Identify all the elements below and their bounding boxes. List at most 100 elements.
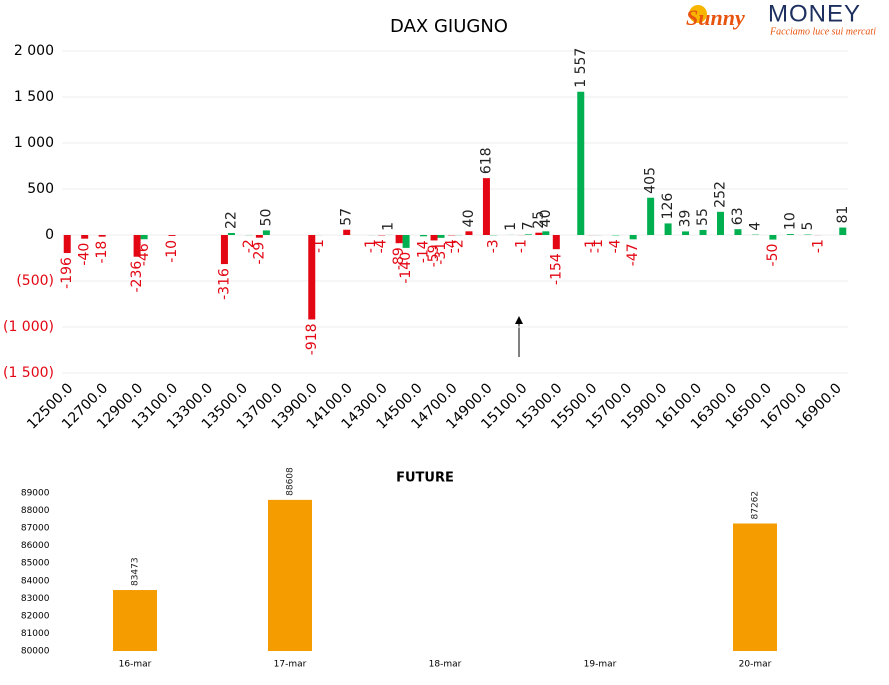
bar — [430, 235, 438, 241]
y-tick-label: 84000 — [21, 576, 50, 586]
y-tick-label: 87000 — [21, 524, 50, 534]
data-label: -140 — [398, 252, 414, 284]
y-tick-label: 82000 — [21, 611, 50, 621]
bar — [133, 235, 141, 257]
data-label: -89 — [391, 247, 407, 270]
data-label: 39 — [678, 210, 694, 228]
bar — [733, 523, 777, 651]
data-label: 55 — [695, 208, 711, 226]
y-tick-label: 85000 — [21, 559, 50, 569]
data-label: 57 — [339, 208, 355, 226]
bar — [420, 235, 428, 237]
bar — [308, 235, 316, 320]
data-label: -1 — [583, 239, 599, 253]
data-label: 1 — [503, 222, 519, 231]
bar — [734, 229, 742, 235]
bar — [402, 235, 410, 248]
data-label: -46 — [136, 243, 152, 266]
data-label: -59 — [426, 244, 442, 267]
data-label: 63 — [730, 207, 746, 225]
data-label: -29 — [251, 242, 267, 265]
data-label: -2 — [451, 239, 467, 253]
y-tick-label: 86000 — [21, 541, 50, 551]
data-label: -40 — [77, 243, 93, 266]
bar — [482, 178, 490, 235]
data-label: 40 — [461, 209, 477, 227]
y-tick-label: 83000 — [21, 594, 50, 604]
y-tick-label: 1 500 — [14, 89, 54, 105]
data-label: -154 — [548, 253, 564, 285]
y-tick-label: (1 000) — [3, 319, 54, 335]
y-tick-label: 1 000 — [14, 135, 54, 151]
data-label: -4 — [374, 239, 390, 253]
data-label: 126 — [660, 193, 676, 220]
logo-tagline: Facciamo luce sui mercati — [769, 26, 876, 37]
bar — [629, 235, 637, 240]
data-label: 40 — [538, 209, 554, 227]
data-label: -14 — [416, 240, 432, 263]
bar — [395, 235, 403, 244]
y-tick-label: 88000 — [21, 506, 50, 516]
logo-brand: Sunny — [686, 5, 745, 30]
bar — [535, 232, 543, 235]
data-label: -1 — [311, 239, 327, 253]
y-tick-label: 2 000 — [14, 43, 54, 59]
y-tick-label: 81000 — [21, 629, 50, 639]
bar — [524, 234, 532, 235]
data-label: 81 — [835, 206, 851, 224]
data-label: 618 — [478, 147, 494, 174]
logo: Sunny MONEY Facciamo luce sui mercati — [686, 0, 876, 37]
bar — [769, 235, 777, 240]
data-label: 405 — [643, 167, 659, 194]
bar — [113, 590, 157, 651]
y-tick-label: 89000 — [21, 489, 50, 499]
bar — [682, 231, 690, 235]
data-label: 252 — [713, 181, 729, 208]
bar — [140, 235, 148, 240]
data-label: 5 — [800, 222, 816, 231]
bar — [577, 91, 585, 235]
data-label: -196 — [59, 257, 75, 289]
bar — [63, 235, 71, 254]
bar — [552, 235, 560, 250]
x-tick-label: 20-mar — [739, 660, 772, 670]
x-tick-label: 16-mar — [119, 660, 152, 670]
data-label: 87262 — [751, 491, 761, 520]
logo-sun — [689, 5, 707, 23]
bar — [255, 235, 263, 238]
data-label: -236 — [129, 261, 145, 293]
data-label: 25 — [531, 211, 547, 229]
data-label: 88608 — [286, 467, 296, 496]
data-label: -3 — [485, 239, 501, 253]
data-label: 83473 — [131, 557, 141, 586]
bar — [220, 235, 228, 265]
bar — [647, 197, 655, 235]
data-label: 50 — [258, 209, 274, 227]
data-label: -10 — [164, 240, 180, 263]
bar — [168, 235, 176, 236]
logo-brand2: MONEY — [768, 0, 861, 27]
x-tick-label: 17-mar — [274, 660, 307, 670]
y-tick-label: (500) — [16, 273, 54, 289]
arrow-head — [515, 316, 523, 324]
bar — [437, 235, 445, 238]
x-tick-label: 19-mar — [584, 660, 617, 670]
bar — [98, 235, 106, 237]
data-label: 1 — [381, 222, 397, 231]
data-label: -1 — [810, 239, 826, 253]
data-label: -50 — [765, 244, 781, 267]
bar — [717, 211, 724, 235]
data-label: -18 — [94, 241, 110, 264]
data-label: 10 — [782, 212, 798, 230]
bar — [81, 235, 89, 239]
data-label: -1 — [513, 239, 529, 253]
bar — [542, 231, 550, 235]
bar — [343, 229, 351, 235]
data-label: -31 — [433, 242, 449, 265]
data-label: 4 — [747, 222, 763, 231]
data-label: -918 — [304, 323, 320, 355]
data-label: -1 — [363, 239, 379, 253]
bar — [465, 231, 473, 235]
